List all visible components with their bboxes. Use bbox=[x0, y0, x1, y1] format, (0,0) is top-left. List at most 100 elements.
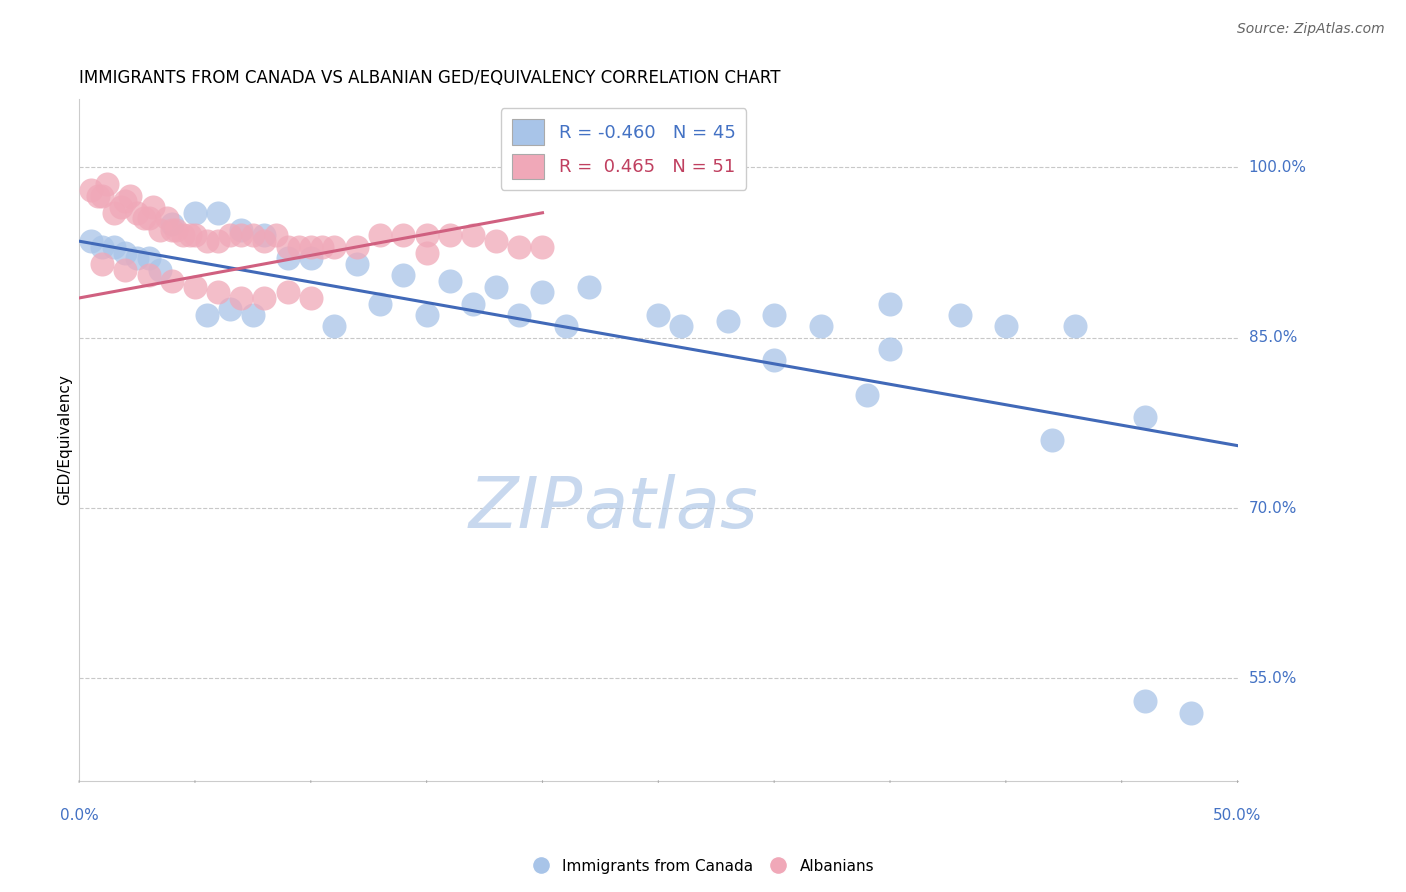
Point bbox=[1040, 433, 1063, 447]
Point bbox=[80, 234, 103, 248]
Point bbox=[392, 268, 415, 283]
Point bbox=[218, 302, 240, 317]
Point bbox=[172, 228, 194, 243]
Point bbox=[1133, 410, 1156, 425]
Point bbox=[415, 245, 437, 260]
Point bbox=[149, 223, 172, 237]
Point bbox=[531, 240, 554, 254]
Point bbox=[763, 308, 786, 322]
Point bbox=[508, 308, 530, 322]
Point bbox=[461, 228, 484, 243]
Point bbox=[485, 279, 508, 293]
Text: atlas: atlas bbox=[583, 474, 758, 542]
Point bbox=[879, 296, 901, 310]
Point bbox=[231, 228, 253, 243]
Point bbox=[160, 223, 183, 237]
Point bbox=[96, 178, 118, 192]
Point bbox=[763, 353, 786, 368]
Point bbox=[647, 308, 669, 322]
Point bbox=[103, 240, 125, 254]
Point bbox=[485, 234, 508, 248]
Point bbox=[299, 291, 322, 305]
Point bbox=[218, 228, 240, 243]
Point bbox=[156, 211, 179, 226]
Point bbox=[138, 211, 160, 226]
Point bbox=[368, 228, 391, 243]
Point bbox=[114, 245, 136, 260]
Point bbox=[103, 206, 125, 220]
Text: ZIP: ZIP bbox=[468, 474, 583, 542]
Point bbox=[242, 308, 264, 322]
Point bbox=[114, 194, 136, 209]
Point bbox=[288, 240, 311, 254]
Point bbox=[110, 200, 132, 214]
Y-axis label: GED/Equivalency: GED/Equivalency bbox=[58, 375, 72, 506]
Point bbox=[165, 223, 187, 237]
Point bbox=[439, 228, 461, 243]
Point bbox=[195, 308, 218, 322]
Point bbox=[299, 251, 322, 265]
Point bbox=[277, 251, 299, 265]
Point bbox=[578, 279, 600, 293]
Point bbox=[125, 206, 148, 220]
Point bbox=[231, 223, 253, 237]
Point bbox=[160, 274, 183, 288]
Point bbox=[184, 279, 207, 293]
Point bbox=[1180, 706, 1202, 720]
Point bbox=[91, 257, 114, 271]
Point bbox=[1133, 694, 1156, 708]
Text: Source: ZipAtlas.com: Source: ZipAtlas.com bbox=[1237, 22, 1385, 37]
Point bbox=[392, 228, 415, 243]
Point bbox=[439, 274, 461, 288]
Point bbox=[264, 228, 287, 243]
Point bbox=[1064, 319, 1087, 334]
Point bbox=[948, 308, 970, 322]
Point bbox=[879, 342, 901, 356]
Legend: R = -0.460   N = 45, R =  0.465   N = 51: R = -0.460 N = 45, R = 0.465 N = 51 bbox=[501, 108, 747, 190]
Point bbox=[461, 296, 484, 310]
Point bbox=[856, 387, 879, 401]
Legend: Immigrants from Canada, Albanians: Immigrants from Canada, Albanians bbox=[526, 853, 880, 880]
Point bbox=[80, 183, 103, 197]
Text: 0.0%: 0.0% bbox=[59, 808, 98, 823]
Point bbox=[415, 228, 437, 243]
Point bbox=[125, 251, 148, 265]
Point bbox=[346, 240, 368, 254]
Point bbox=[149, 262, 172, 277]
Point bbox=[311, 240, 333, 254]
Point bbox=[415, 308, 437, 322]
Point bbox=[323, 319, 346, 334]
Point bbox=[207, 206, 229, 220]
Point bbox=[508, 240, 530, 254]
Point bbox=[810, 319, 832, 334]
Text: 100.0%: 100.0% bbox=[1249, 160, 1306, 175]
Text: IMMIGRANTS FROM CANADA VS ALBANIAN GED/EQUIVALENCY CORRELATION CHART: IMMIGRANTS FROM CANADA VS ALBANIAN GED/E… bbox=[79, 69, 780, 87]
Point bbox=[231, 291, 253, 305]
Point bbox=[142, 200, 165, 214]
Point bbox=[554, 319, 576, 334]
Point bbox=[346, 257, 368, 271]
Point bbox=[717, 314, 740, 328]
Point bbox=[299, 240, 322, 254]
Point bbox=[114, 262, 136, 277]
Point bbox=[207, 234, 229, 248]
Text: 70.0%: 70.0% bbox=[1249, 500, 1296, 516]
Point bbox=[132, 211, 155, 226]
Point bbox=[253, 291, 276, 305]
Point bbox=[91, 240, 114, 254]
Point bbox=[242, 228, 264, 243]
Point bbox=[671, 319, 693, 334]
Point bbox=[277, 285, 299, 300]
Point bbox=[179, 228, 201, 243]
Point bbox=[253, 228, 276, 243]
Point bbox=[994, 319, 1017, 334]
Point bbox=[195, 234, 218, 248]
Point bbox=[138, 268, 160, 283]
Point bbox=[86, 188, 108, 202]
Text: 85.0%: 85.0% bbox=[1249, 330, 1296, 345]
Point bbox=[184, 206, 207, 220]
Point bbox=[368, 296, 391, 310]
Point bbox=[91, 188, 114, 202]
Point bbox=[531, 285, 554, 300]
Text: 50.0%: 50.0% bbox=[1213, 808, 1261, 823]
